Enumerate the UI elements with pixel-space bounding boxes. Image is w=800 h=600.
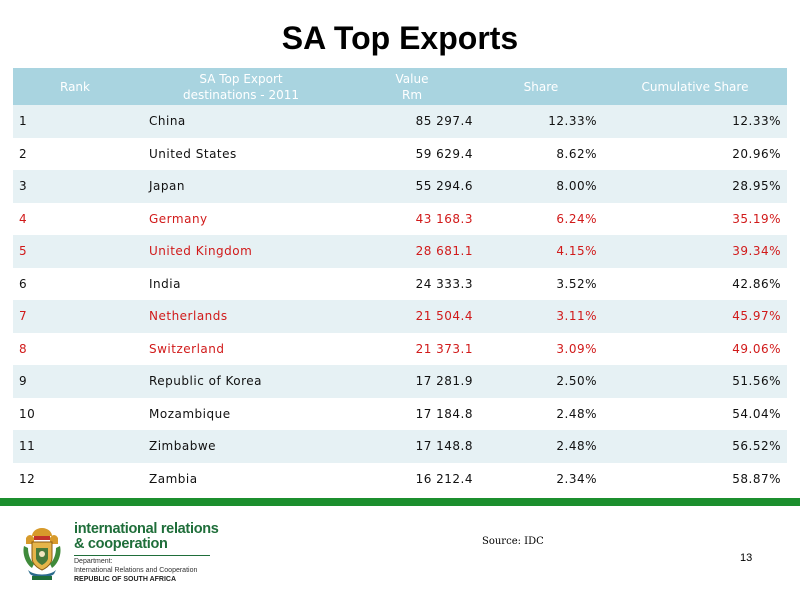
cell-cumulative-share: 39.34%: [603, 235, 787, 268]
cell-rank: 10: [13, 397, 137, 430]
cell-value: 43 168.3: [345, 202, 479, 235]
cell-value: 59 629.4: [345, 137, 479, 170]
logo-line1: international relations: [74, 521, 219, 537]
cell-cumulative-share: 58.87%: [603, 462, 787, 495]
dirco-logo: international relations & cooperation De…: [18, 522, 219, 584]
header-value-line1: Value: [395, 71, 429, 86]
cell-share: 12.33%: [479, 105, 603, 138]
cell-country: Netherlands: [137, 300, 345, 333]
cell-share: 6.24%: [479, 202, 603, 235]
table-row: 9 Republic of Korea 17 281.9 2.50% 51.56%: [13, 365, 787, 398]
cell-rank: 9: [13, 365, 137, 398]
cell-country: India: [137, 267, 345, 300]
cell-rank: 12: [13, 462, 137, 495]
cell-cumulative-share: 45.97%: [603, 300, 787, 333]
cell-value: 21 504.4: [345, 300, 479, 333]
table-body: 1 China 85 297.4 12.33% 12.33% 2 United States…: [13, 105, 787, 495]
cell-country: Mozambique: [137, 397, 345, 430]
header-rank: Rank: [13, 68, 137, 105]
cell-country: Republic of Korea: [137, 365, 345, 398]
cell-rank: 6: [13, 267, 137, 300]
cell-country: China: [137, 105, 345, 138]
table-row: 6 India 24 333.3 3.52% 42.86%: [13, 267, 787, 300]
cell-rank: 1: [13, 105, 137, 138]
cell-share: 4.15%: [479, 235, 603, 268]
cell-cumulative-share: 56.52%: [603, 430, 787, 463]
cell-cumulative-share: 51.56%: [603, 365, 787, 398]
logo-divider: [74, 555, 210, 556]
cell-cumulative-share: 12.33%: [603, 105, 787, 138]
cell-rank: 8: [13, 332, 137, 365]
cell-country: United States: [137, 137, 345, 170]
header-destination-line2: destinations - 2011: [183, 87, 299, 102]
cell-share: 3.09%: [479, 332, 603, 365]
cell-cumulative-share: 28.95%: [603, 170, 787, 203]
table-row: 4 Germany 43 168.3 6.24% 35.19%: [13, 202, 787, 235]
cell-share: 3.52%: [479, 267, 603, 300]
exports-table-container: Rank SA Top Export destinations - 2011 V…: [13, 68, 787, 495]
cell-rank: 5: [13, 235, 137, 268]
cell-value: 17 281.9: [345, 365, 479, 398]
cell-rank: 2: [13, 137, 137, 170]
table-row: 12 Zambia 16 212.4 2.34% 58.87%: [13, 462, 787, 495]
cell-rank: 3: [13, 170, 137, 203]
logo-text: international relations & cooperation De…: [74, 522, 224, 584]
cell-share: 2.34%: [479, 462, 603, 495]
cell-country: Germany: [137, 202, 345, 235]
header-destination: SA Top Export destinations - 2011: [137, 68, 345, 105]
cell-cumulative-share: 54.04%: [603, 397, 787, 430]
logo-line3: Department:: [74, 558, 113, 565]
table-row: 1 China 85 297.4 12.33% 12.33%: [13, 105, 787, 138]
cell-cumulative-share: 42.86%: [603, 267, 787, 300]
cell-cumulative-share: 35.19%: [603, 202, 787, 235]
logo-line2: & cooperation: [74, 536, 168, 552]
cell-value: 16 212.4: [345, 462, 479, 495]
cell-country: Zimbabwe: [137, 430, 345, 463]
logo-line5: REPUBLIC OF SOUTH AFRICA: [74, 576, 177, 583]
table-row: 7 Netherlands 21 504.4 3.11% 45.97%: [13, 300, 787, 333]
table-row: 10 Mozambique 17 184.8 2.48% 54.04%: [13, 397, 787, 430]
table-row: 2 United States 59 629.4 8.62% 20.96%: [13, 137, 787, 170]
cell-rank: 7: [13, 300, 137, 333]
cell-country: United Kingdom: [137, 235, 345, 268]
cell-country: Zambia: [137, 462, 345, 495]
cell-country: Japan: [137, 170, 345, 203]
cell-value: 21 373.1: [345, 332, 479, 365]
cell-share: 3.11%: [479, 300, 603, 333]
exports-table: Rank SA Top Export destinations - 2011 V…: [13, 68, 787, 495]
cell-share: 8.62%: [479, 137, 603, 170]
cell-value: 85 297.4: [345, 105, 479, 138]
header-destination-line1: SA Top Export: [199, 71, 283, 86]
slide-title: SA Top Exports: [281, 20, 519, 56]
coat-of-arms-icon: [23, 528, 61, 580]
page-number: 13: [740, 552, 753, 564]
cell-share: 8.00%: [479, 170, 603, 203]
cell-cumulative-share: 20.96%: [603, 137, 787, 170]
logo-line4: International Relations and Cooperation: [74, 566, 198, 574]
table-row: 3 Japan 55 294.6 8.00% 28.95%: [13, 170, 787, 203]
table-row: 8 Switzerland 21 373.1 3.09% 49.06%: [13, 332, 787, 365]
cell-value: 55 294.6: [345, 170, 479, 203]
cell-value: 17 184.8: [345, 397, 479, 430]
cell-rank: 11: [13, 430, 137, 463]
header-share: Share: [479, 68, 603, 105]
footer-green-bar: [0, 498, 800, 506]
cell-cumulative-share: 49.06%: [603, 332, 787, 365]
cell-share: 2.50%: [479, 365, 603, 398]
table-header-row: Rank SA Top Export destinations - 2011 V…: [13, 68, 787, 105]
cell-share: 2.48%: [479, 430, 603, 463]
cell-value: 17 148.8: [345, 430, 479, 463]
header-cumulative-share: Cumulative Share: [603, 68, 787, 105]
cell-value: 24 333.3: [345, 267, 479, 300]
header-value-line2: Rm: [401, 87, 423, 102]
cell-share: 2.48%: [479, 397, 603, 430]
cell-value: 28 681.1: [345, 235, 479, 268]
cell-rank: 4: [13, 202, 137, 235]
table-row: 11 Zimbabwe 17 148.8 2.48% 56.52%: [13, 430, 787, 463]
cell-country: Switzerland: [137, 332, 345, 365]
header-value: Value Rm: [345, 68, 479, 105]
table-row: 5 United Kingdom 28 681.1 4.15% 39.34%: [13, 235, 787, 268]
source-note: Source: IDC: [482, 536, 544, 547]
